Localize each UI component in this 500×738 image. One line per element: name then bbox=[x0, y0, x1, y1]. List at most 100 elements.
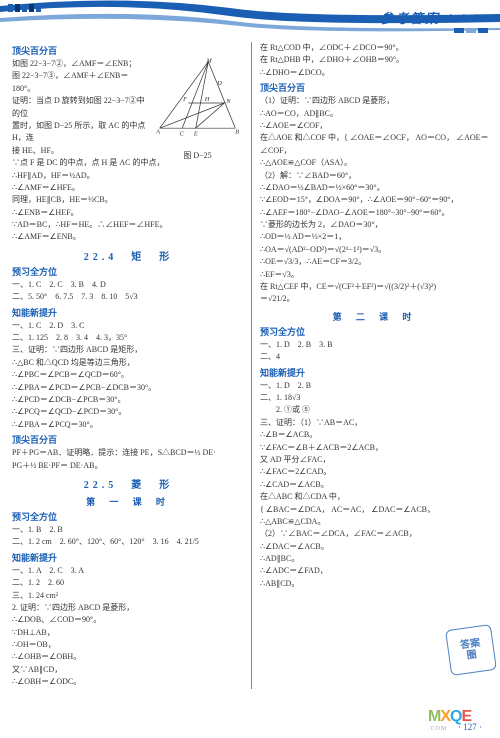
header-arrows-icon: ▶ ▶ ▶ bbox=[450, 11, 486, 24]
svg-text:H: H bbox=[204, 96, 210, 103]
text-line: ∴OH＝OB， bbox=[12, 639, 245, 651]
text-line: 2. ①或 ⑤ bbox=[260, 404, 490, 416]
text-line: ∴AO＝CO，AD∥BC。 bbox=[260, 108, 490, 120]
text-line: ∴∠DHO＝∠DCO。 bbox=[260, 67, 490, 79]
section-zhineng-2: 知能新提升 bbox=[12, 551, 245, 564]
section-lesson2: 第 二 课 时 bbox=[260, 310, 490, 323]
text-line: 二、1. 125 2. 8 3. 4 4. 3，35° bbox=[12, 332, 245, 344]
text-line: ∴∠CAD＝∠ACB。 bbox=[260, 479, 490, 491]
text-line: 一、1. D 2. B 3. B bbox=[260, 339, 490, 351]
text-line: ∴∠PCD＝∠DCB−∠PCB＝30°。 bbox=[12, 394, 245, 406]
text-line: ∵菱形的边长为 2，∠DAO＝30°， bbox=[260, 219, 490, 231]
text-line: ∴AB∥CD。 bbox=[260, 578, 490, 590]
text-line: 三、1. 24 cm² bbox=[12, 590, 245, 602]
watermark: MXQE .COM bbox=[428, 708, 490, 732]
text-line: ∴HF∥AD，HF＝½AD。 bbox=[12, 170, 245, 182]
text-line: ∴OA＝√(AD²−OD²)＝√(2²−1²)＝√3。 bbox=[260, 244, 490, 256]
content-columns: 顶尖百分百 M A B E C bbox=[0, 38, 500, 689]
text-line: ∴∠DAC＝∠ACB。 bbox=[260, 541, 490, 553]
text-line: ∴∠DAO＝½∠BAD＝½×60°＝30°。 bbox=[260, 182, 490, 194]
text-line: ∴∠OHB＝∠OBH。 bbox=[12, 651, 245, 663]
text-line: （1）证明：∵四边形 ABCD 是菱形， bbox=[260, 95, 490, 107]
text-line: ∴∠AMF＝∠HFE。 bbox=[12, 182, 245, 194]
text-line: 同理，HE∥CB，HE＝½CB。 bbox=[12, 194, 245, 206]
text-line: ∴AD∥BC。 bbox=[260, 553, 490, 565]
text-line: ∴∠AEF＝180°−∠DAO−∠AOE＝180°−30°−90°＝60°。 bbox=[260, 207, 490, 219]
text-line: 一、1. C 2. C 3. B 4. D bbox=[12, 279, 245, 291]
text-line: 二、1. 18√3 bbox=[260, 392, 490, 404]
text-line: 在△ABC 和△CDA 中， bbox=[260, 491, 490, 503]
watermark-logo: MXQE bbox=[428, 708, 490, 726]
text-line: 三、证明：∵四边形 ABCD 是矩形， bbox=[12, 344, 245, 356]
text-line: ∴△BC 和△QCD 均是等边三角形， bbox=[12, 357, 245, 369]
text-line: ∴∠PBA＝∠PCQ＝30°。 bbox=[12, 419, 245, 431]
text-line: 在 Rt△CEF 中，CE＝√(CF²＋EF²)＝√((3/2)²＋(√3)²) bbox=[260, 281, 490, 293]
text-line: ∴∠AOE＝∠COF， bbox=[260, 120, 490, 132]
section-dingjian-right: 顶尖百分百 bbox=[260, 81, 490, 94]
text-line: ∵AD＝BC，∴HF＝HE。∴∠HEF＝∠HFE。 bbox=[12, 219, 245, 231]
section-dingjian-left2: 顶尖百分百 bbox=[12, 433, 245, 446]
section-yuxi-3: 预习全方位 bbox=[260, 325, 490, 338]
text-line: ∴∠PCQ＝∠QCD−∠PCD＝30°。 bbox=[12, 406, 245, 418]
section-22-5: 22.5 菱 形 bbox=[12, 476, 245, 491]
section-22-5-sub: 第 一 课 时 bbox=[12, 495, 245, 508]
text-line: PG＋½ BE·PF＝ DE·AB。 bbox=[12, 460, 245, 472]
watermark-sub: .COM bbox=[428, 726, 490, 732]
text-line: 三、证明：（1）∵AB＝AC， bbox=[260, 417, 490, 429]
text-line: 在 Rt△DHB 中，∠DHO＋∠OHB＝90°。 bbox=[260, 54, 490, 66]
text-line: ∴∠B＝∠ACB。 bbox=[260, 429, 490, 441]
text-line: （2）∵∠BAC＝∠DCA，∠FAC＝∠ACB， bbox=[260, 528, 490, 540]
svg-text:B: B bbox=[235, 129, 239, 136]
section-yuxi-1: 预习全方位 bbox=[12, 265, 245, 278]
text-line: 又 AD 平分∠FAC， bbox=[260, 454, 490, 466]
section-dingjian-1: 顶尖百分百 bbox=[12, 44, 245, 57]
section-zhineng-3: 知能新提升 bbox=[260, 366, 490, 379]
svg-text:F: F bbox=[182, 96, 187, 103]
text-line: 二、1. 2 cm 2. 60°、120°、60°、120° 3. 16 4. … bbox=[12, 536, 245, 548]
text-line: 一、1. A 2. C 3. A bbox=[12, 565, 245, 577]
section-yuxi-2: 预习全方位 bbox=[12, 510, 245, 523]
page-header: 参考答案 ▶ ▶ ▶ bbox=[0, 0, 500, 38]
text-line: （2）解：∵∠BAD＝60°， bbox=[260, 170, 490, 182]
text-line: 在△AOE 和△COF 中，{ ∠OAE＝∠OCF， AO＝CO， ∠AOE＝∠… bbox=[260, 132, 490, 157]
svg-text:C: C bbox=[180, 130, 185, 137]
text-line: ∵∠FAC＝∠B＋∠ACB＝2∠ACB， bbox=[260, 442, 490, 454]
text-line: ∴∠PBC＝∠PCB＝∠QCD＝60°。 bbox=[12, 369, 245, 381]
text-line: 一、1. D 2. B bbox=[260, 380, 490, 392]
header-left-bars bbox=[8, 4, 41, 12]
answer-stamp: 答案 圈 bbox=[445, 624, 497, 676]
svg-text:D: D bbox=[216, 80, 222, 87]
text-line: 2. 证明：∵四边形 ABCD 是菱形， bbox=[12, 602, 245, 614]
header-title: 参考答案 bbox=[380, 8, 440, 27]
right-column: 在 Rt△COD 中，∠ODC＋∠DCO＝90°。 在 Rt△DHB 中，∠DH… bbox=[251, 42, 490, 689]
svg-text:N: N bbox=[225, 98, 231, 105]
text-line: 在 Rt△COD 中，∠ODC＋∠DCO＝90°。 bbox=[260, 42, 490, 54]
text-line: ＝√21/2。 bbox=[260, 293, 490, 305]
text-line: 又∵AB∥CD， bbox=[12, 664, 245, 676]
text-line: ∴∠OBH＝∠ODC。 bbox=[12, 676, 245, 688]
section-zhineng-1: 知能新提升 bbox=[12, 306, 245, 319]
section-22-4: 22.4 矩 形 bbox=[12, 248, 245, 263]
text-line: ∴OE＝√3/3，∴AE＝CF＝3/2。 bbox=[260, 256, 490, 268]
svg-text:A: A bbox=[155, 129, 160, 136]
header-right-bars bbox=[454, 28, 488, 33]
text-line: ∴∠DOB、∠COD＝90°。 bbox=[12, 614, 245, 626]
text-line: ∴△ABC≌△CDA。 bbox=[260, 516, 490, 528]
text-line: 二、5. 50° 6. 7.5 7. 3 8. 10 5√3 bbox=[12, 291, 245, 303]
text-line: { ∠BAC＝∠DCA， AC＝AC， ∠DAC＝∠ACB， bbox=[260, 504, 490, 516]
svg-text:E: E bbox=[193, 130, 198, 137]
text-line: ∵∠EOD＝15°，∠DOA＝90°，∴∠AOE＝90°−60°＝90°， bbox=[260, 194, 490, 206]
text-line: PF＋PG＝AB．证明略．提示：连接 PE，S△BCD＝½ DE· bbox=[12, 447, 245, 459]
text-line: ∴∠AMF＝∠ENB。 bbox=[12, 231, 245, 243]
text-line: ∴∠PBA＝∠PCD＝∠PCB−∠DCB＝30°。 bbox=[12, 382, 245, 394]
text-line: ∴△AOE≌△COF（ASA）。 bbox=[260, 157, 490, 169]
text-line: 二、1. 2 2. 60 bbox=[12, 577, 245, 589]
text-line: ∴∠ENB＝∠HEF。 bbox=[12, 207, 245, 219]
stamp-line2: 圈 bbox=[466, 649, 477, 661]
text-line: 一、1. B 2. B bbox=[12, 524, 245, 536]
text-line: 二、4 bbox=[260, 351, 490, 363]
text-line: ∴EF＝√3。 bbox=[260, 269, 490, 281]
text-line: ∴OD＝½ AD＝½×2＝1， bbox=[260, 231, 490, 243]
figure-d25: M A B E C F N H D 图 D−25 bbox=[150, 58, 245, 148]
text-line: ∴∠ADC＝∠FAD， bbox=[260, 565, 490, 577]
